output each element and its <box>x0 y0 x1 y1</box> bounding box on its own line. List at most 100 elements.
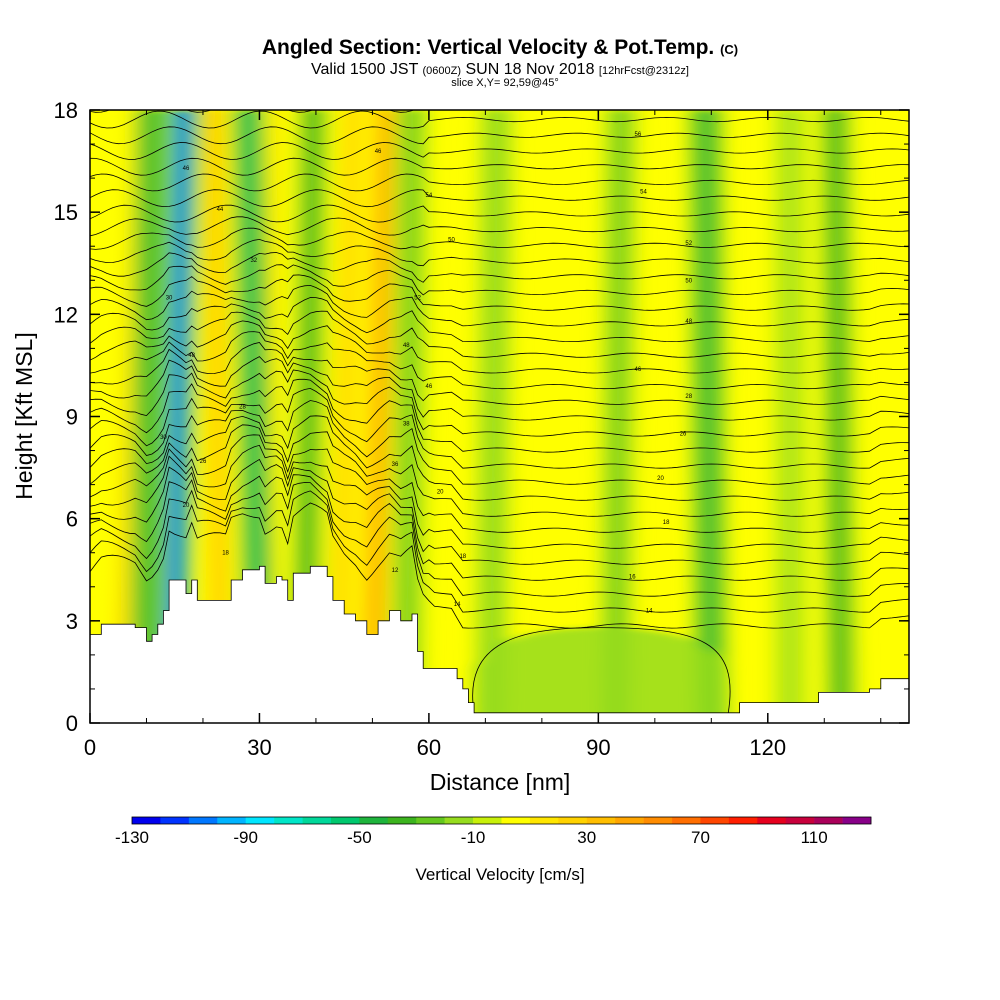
isentrope-line <box>90 490 909 613</box>
chart-title: Angled Section: Vertical Velocity & Pot.… <box>0 36 1000 60</box>
downdraft-band <box>474 627 729 723</box>
updraft-band <box>367 110 392 723</box>
isentrope-line <box>90 297 909 343</box>
colorbar-swatch <box>643 817 673 824</box>
colorbar-swatch <box>217 817 246 824</box>
colorbar-tick-label: 70 <box>691 828 710 847</box>
isentrope-label: 20 <box>437 489 444 495</box>
y-tick-label: 6 <box>66 507 78 532</box>
isentrope-label: 28 <box>685 394 692 400</box>
x-tick-label: 90 <box>586 735 610 760</box>
isentrope-label: 26 <box>200 459 207 465</box>
colorbar-swatch <box>672 817 701 824</box>
velocity-bands <box>105 110 860 723</box>
colorbar-swatch <box>615 817 644 824</box>
colorbar <box>131 816 872 825</box>
isentrope-label: 16 <box>629 575 636 581</box>
colorbar-swatch <box>842 817 872 824</box>
colorbar-swatch <box>302 817 332 824</box>
downdraft-band <box>299 110 319 723</box>
colorbar-swatch <box>700 817 730 824</box>
valid-date: SUN 18 Nov 2018 <box>465 61 595 78</box>
title-unit: (C) <box>720 42 739 57</box>
isentrope-label: 32 <box>250 258 257 264</box>
isentrope-label: 46 <box>426 384 433 390</box>
updraft-band <box>209 110 225 723</box>
isentrope-line <box>90 157 909 176</box>
colorbar-swatch <box>444 817 474 824</box>
y-tick-label: 3 <box>66 609 78 634</box>
valid-prefix: Valid 1500 JST <box>311 61 419 78</box>
y-tick-label: 12 <box>54 302 78 327</box>
colorbar-swatch <box>188 817 218 824</box>
colorbar-swatch <box>132 817 161 824</box>
x-axis-label: Distance [nm] <box>430 769 571 795</box>
isentrope-line <box>90 415 909 501</box>
colorbar-swatch <box>274 817 303 824</box>
colorbar-swatch <box>529 817 559 824</box>
title-text: Angled Section: Vertical Velocity & Pot.… <box>261 36 715 59</box>
isentrope-line <box>90 204 909 223</box>
isentrope-label: 54 <box>426 193 433 199</box>
isentrope-line <box>472 627 731 713</box>
colorbar-swatch <box>387 817 417 824</box>
downdraft-band <box>166 110 189 723</box>
downdraft-band <box>485 110 502 723</box>
isentrope-label: 52 <box>685 241 692 247</box>
isentrope-label: 36 <box>392 462 399 468</box>
colorbar-swatch <box>728 817 758 824</box>
isentrope-labels: 56 54 52 50 48 46 28 26 20 18 16 14 18 14 12 46 54 50 52 48… <box>160 132 693 615</box>
isentrope-label: 46 <box>635 367 642 373</box>
isentrope-label: 50 <box>685 278 692 284</box>
colorbar-swatch <box>330 817 360 824</box>
isentrope-line <box>90 331 909 390</box>
colorbar-swatch <box>359 817 389 824</box>
x-axis: 0 30 60 90 120 <box>84 110 882 760</box>
isentrope-label: 38 <box>403 421 410 427</box>
updraft-band <box>333 110 358 723</box>
colorbar-swatch <box>501 817 531 824</box>
isentrope-label: 18 <box>459 554 466 560</box>
isentrope-label: 56 <box>635 132 642 138</box>
isentrope-line <box>90 342 909 405</box>
isentrope-label: 14 <box>454 602 461 608</box>
colorbar-tick-label: -90 <box>233 828 258 847</box>
isentrope-line <box>90 378 909 453</box>
forecast-info: [12hrFcst@2312z] <box>598 65 689 77</box>
colorbar-frame <box>131 816 872 825</box>
isentrope-label: 18 <box>222 551 229 557</box>
colorbar-tick-label: 30 <box>577 828 596 847</box>
y-tick-label: 15 <box>54 200 78 225</box>
isentrope-line <box>90 173 909 192</box>
valid-utc: (0600Z) <box>422 65 462 77</box>
isentrope-label: 50 <box>448 237 455 243</box>
isentrope-label: 48 <box>403 343 410 349</box>
isentrope-label: 26 <box>680 432 687 438</box>
colorbar-ticks: -130 -90 -50 -10 30 70 110 <box>115 828 828 847</box>
isentrope-line <box>90 264 909 296</box>
isentrope-line <box>90 434 909 533</box>
isentrope-label: 12 <box>392 568 399 574</box>
terrain <box>90 565 909 723</box>
isentrope-line <box>90 238 909 267</box>
colorbar-swatch <box>473 817 502 824</box>
colorbar-tick-label: -130 <box>115 828 149 847</box>
isentrope-label: 46 <box>183 166 190 172</box>
isentrope-line <box>90 274 909 311</box>
isentropes <box>90 80 909 713</box>
downdraft-band <box>830 110 847 723</box>
isentrope-label: 54 <box>640 190 647 196</box>
colorbar-tick-label: -10 <box>461 828 486 847</box>
colorbar-tick-label: -50 <box>347 828 372 847</box>
isentrope-line <box>90 444 909 549</box>
isentrope-line <box>90 80 909 97</box>
y-tick-label: 9 <box>66 405 78 430</box>
isentrope-label: 52 <box>414 295 421 301</box>
isentrope-line <box>90 126 909 145</box>
isentrope-line <box>90 189 909 208</box>
isentrope-line <box>90 482 909 597</box>
isentrope-line <box>90 310 909 358</box>
isentrope-line <box>90 110 909 129</box>
